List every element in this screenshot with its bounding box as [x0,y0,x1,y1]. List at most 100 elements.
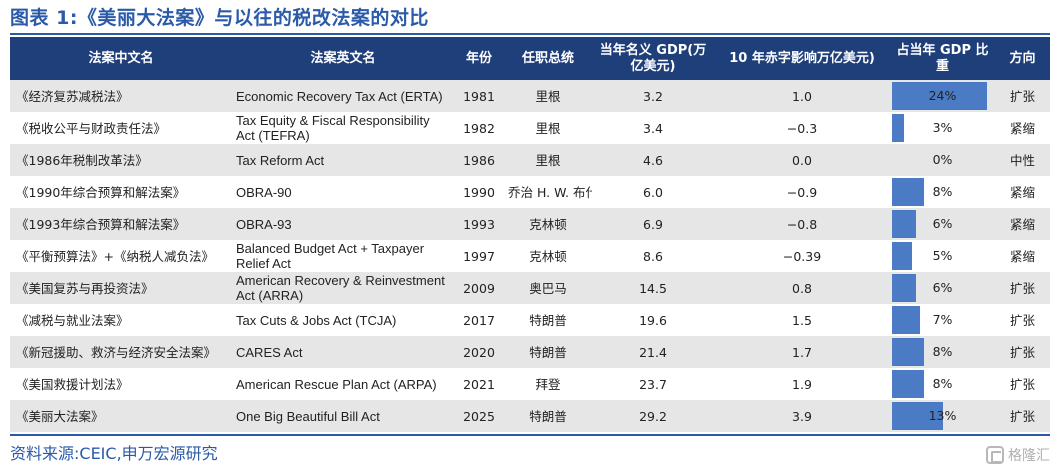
cell-direction: 紧缩 [1009,216,1035,232]
cell-gdp-share: 0% [890,144,995,176]
cell-en-name: CARES Act [236,344,303,360]
cell-direction: 扩张 [1009,312,1035,328]
cell-cn-name: 《经济复苏减税法》 [16,88,129,104]
figure-title: 图表 1:《美丽大法案》与以往的税改法案的对比 [10,7,429,29]
watermark-text: 格隆汇 [1008,448,1050,464]
cell-year: 1993 [463,216,495,232]
cell-gdp: 6.9 [643,216,663,232]
cell-president: 乔治 H. W. 布什 [508,184,592,200]
col-header-en-name: 法案英文名 [310,50,376,66]
cell-direction: 中性 [1009,152,1035,168]
table-row: 《1990年综合预算和解法案》 OBRA-90 1990 乔治 H. W. 布什 6.0… [10,176,1050,208]
gdp-share-label: 8% [932,184,953,199]
cell-deficit: −0.8 [786,216,818,232]
gdp-share-label: 6% [932,216,953,231]
cell-direction: 扩张 [1009,408,1035,424]
cell-direction: 扩张 [1009,280,1035,296]
table-row: 《美国复苏与再投资法》 American Recovery & Reinvestm… [10,272,1050,304]
gdp-share-bar [892,274,916,302]
cell-cn-name: 《1990年综合预算和解法案》 [16,184,186,200]
cell-president: 克林顿 [529,248,567,264]
gdp-share-bar [892,242,912,270]
cell-deficit: −0.9 [786,184,818,200]
cell-year: 2021 [463,376,495,392]
cell-direction: 紧缩 [1009,248,1035,264]
cell-direction: 扩张 [1009,344,1035,360]
cell-cn-name: 《减税与就业法案》 [16,312,129,328]
table-row: 《平衡预算法》+《纳税人减负法》 Balanced Budget Act + Ta… [10,240,1050,272]
cell-gdp: 19.6 [639,312,667,328]
cell-year: 1981 [463,88,495,104]
cell-year: 1986 [463,152,495,168]
gdp-share-label: 6% [932,280,953,295]
table-row: 《新冠援助、救济与经济安全法案》 CARES Act 2020 特朗普 21.4 1.7 8… [10,336,1050,368]
cell-deficit: 1.0 [792,88,812,104]
table-row: 《税收公平与财政责任法》 Tax Equity & Fiscal Responsi… [10,112,1050,144]
table-row: 《减税与就业法案》 Tax Cuts & Jobs Act (TCJA) 2017 特… [10,304,1050,336]
table-row: 《美国救援计划法》 American Rescue Plan Act (ARPA)… [10,368,1050,400]
cell-year: 2020 [463,344,495,360]
cell-cn-name: 《新冠援助、救济与经济安全法案》 [16,344,217,360]
comparison-table: 法案中文名 法案英文名 年份 任职总统 当年名义 GDP(万亿美元) 10 年赤… [10,37,1050,432]
col-header-deficit: 10 年赤字影响万亿美元) [729,50,875,66]
cell-deficit: 3.9 [792,408,812,424]
cell-cn-name: 《美国救援计划法》 [16,376,129,392]
cell-gdp-share: 6% [890,208,995,240]
cell-deficit: 0.0 [792,152,812,168]
cell-gdp: 21.4 [639,344,667,360]
table-header-row: 法案中文名 法案英文名 年份 任职总统 当年名义 GDP(万亿美元) 10 年赤… [10,37,1050,80]
table-row: 《1993年综合预算和解法案》 OBRA-93 1993 克林顿 6.9 −0.8 6% 紧缩 [10,208,1050,240]
gdp-share-label: 7% [932,312,953,327]
gdp-share-bar [892,178,924,206]
cell-president: 克林顿 [529,216,567,232]
gdp-share-bar [892,338,924,366]
col-header-president: 任职总统 [521,50,574,66]
cell-direction: 扩张 [1009,88,1035,104]
table-row: 《经济复苏减税法》 Economic Recovery Tax Act (ERTA… [10,80,1050,112]
cell-en-name: Tax Cuts & Jobs Act (TCJA) [236,312,397,328]
gdp-share-label: 8% [932,376,953,391]
cell-direction: 紧缩 [1009,120,1035,136]
cell-gdp-share: 3% [890,112,995,144]
col-header-cn-name: 法案中文名 [88,50,154,66]
cell-year: 1982 [463,120,495,136]
gdp-share-bar [892,402,943,430]
cell-en-name: Tax Equity & Fiscal Responsibility Act (… [236,113,430,143]
cell-gdp: 8.6 [643,248,663,264]
cell-en-name: One Big Beautiful Bill Act [236,408,380,424]
cell-en-name: Tax Reform Act [236,152,325,168]
cell-gdp-share: 7% [890,304,995,336]
cell-deficit: 1.5 [792,312,812,328]
cell-president: 特朗普 [529,344,567,360]
gdp-share-label: 0% [932,152,953,167]
col-header-year: 年份 [465,50,492,66]
cell-gdp: 3.2 [643,88,663,104]
cell-year: 2017 [463,312,495,328]
cell-gdp: 14.5 [639,280,667,296]
col-header-gdp: 当年名义 GDP(万亿美元) [599,42,707,74]
cell-en-name: Balanced Budget Act + Taxpayer Relief Ac… [236,241,425,271]
cell-president: 里根 [535,120,561,136]
cell-deficit: −0.39 [782,248,822,264]
cell-president: 奥巴马 [529,280,567,296]
cell-deficit: 0.8 [792,280,812,296]
cell-gdp: 4.6 [643,152,663,168]
cell-gdp-share: 8% [890,176,995,208]
title-divider [10,33,1050,35]
cell-gdp-share: 5% [890,240,995,272]
cell-president: 里根 [535,88,561,104]
cell-cn-name: 《1993年综合预算和解法案》 [16,216,186,232]
cell-gdp: 3.4 [643,120,663,136]
cell-year: 1997 [463,248,495,264]
cell-direction: 扩张 [1009,376,1035,392]
cell-direction: 紧缩 [1009,184,1035,200]
table-row: 《美丽大法案》 One Big Beautiful Bill Act 2025 特朗普… [10,400,1050,432]
cell-president: 拜登 [535,376,561,392]
cell-cn-name: 《1986年税制改革法》 [16,152,148,168]
cell-deficit: 1.7 [792,344,812,360]
cell-gdp-share: 8% [890,336,995,368]
gdp-share-label: 5% [932,248,953,263]
cell-year: 2025 [463,408,495,424]
col-header-direction: 方向 [1009,50,1036,66]
cell-gdp: 29.2 [639,408,667,424]
